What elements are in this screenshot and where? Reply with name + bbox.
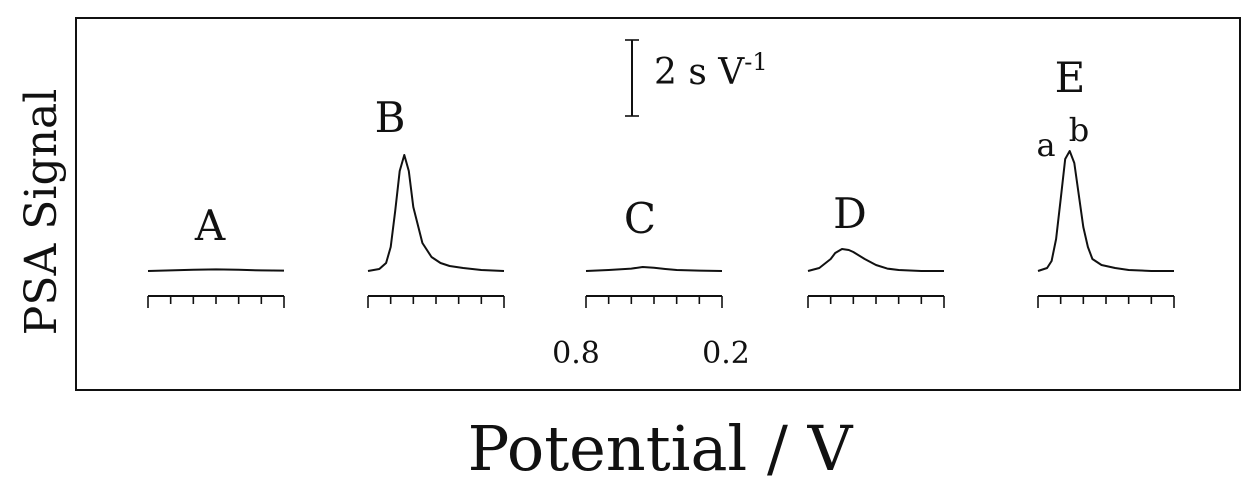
trace-c	[585, 266, 723, 272]
panel-label-a: A	[194, 201, 226, 250]
panel-b: B	[367, 93, 505, 308]
panel-label-b: B	[375, 93, 406, 142]
panel-label-d: D	[833, 189, 867, 238]
scale-bar-label: 2 s V-1	[654, 48, 768, 93]
panel-d: D	[807, 189, 945, 308]
peak-annotation-b: b	[1069, 111, 1089, 149]
trace-a	[147, 268, 285, 272]
panel-label-e: E	[1055, 53, 1086, 102]
y-axis-label: PSA Signal	[16, 89, 67, 336]
panel-a: A	[147, 201, 285, 308]
plot-frame	[75, 17, 1241, 391]
trace-e	[1037, 150, 1174, 272]
panel-c: C	[585, 194, 723, 308]
peak-annotation-a: a	[1036, 126, 1055, 164]
panel-e: E	[1037, 53, 1175, 308]
x-axis-label: Potential / V	[468, 412, 854, 480]
x-tick-label-1: 0.2	[702, 336, 750, 371]
panel-label-c: C	[624, 194, 656, 243]
scale-bar: 2 s V-1	[625, 39, 768, 117]
voltammogram-panels: A B C D E 0.8 0.2 a b	[147, 53, 1175, 371]
trace-b	[367, 154, 505, 272]
x-tick-label-0: 0.8	[552, 336, 600, 371]
trace-d	[807, 248, 944, 272]
